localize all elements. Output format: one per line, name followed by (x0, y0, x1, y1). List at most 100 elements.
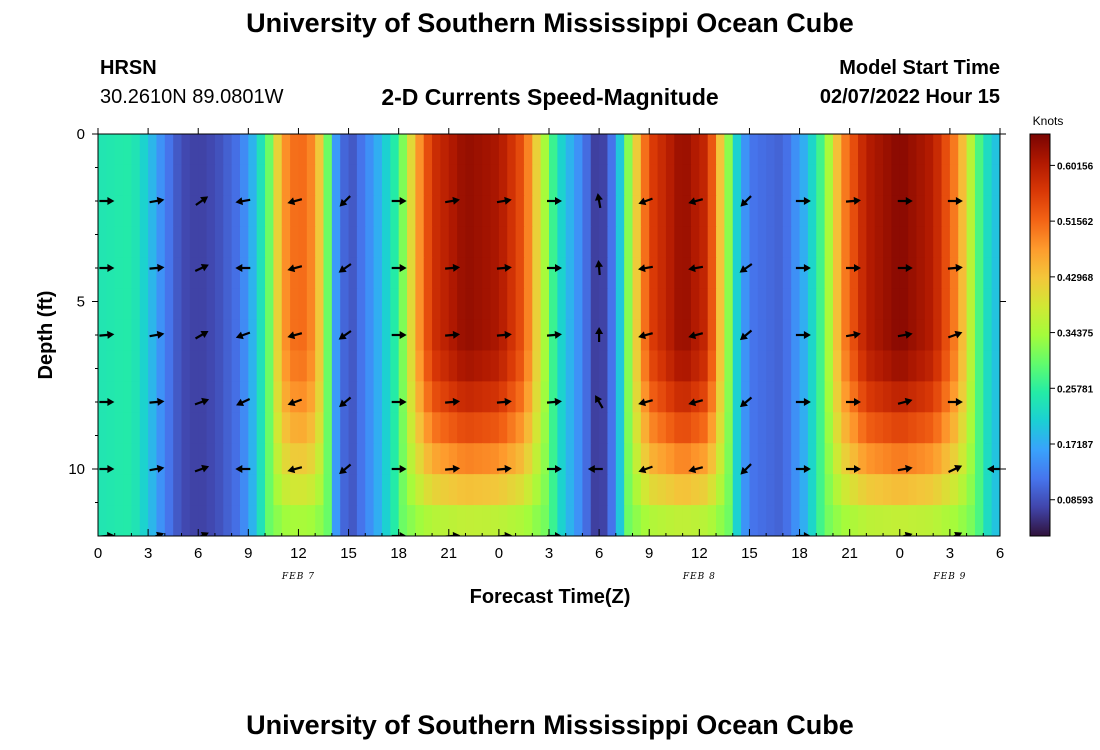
heatmap-cell (883, 319, 893, 352)
heatmap-cell (674, 257, 684, 290)
colorbar-bar (1029, 133, 1051, 537)
heatmap-cell (958, 443, 968, 475)
heatmap-cell (198, 474, 208, 506)
heatmap-cell (774, 505, 784, 536)
heatmap-cell (883, 505, 893, 536)
heatmap-cell (891, 319, 901, 352)
heatmap-cell (858, 505, 867, 536)
heatmap-cell (390, 164, 400, 197)
current-arrow (688, 398, 704, 407)
heatmap-cell (590, 164, 600, 197)
current-arrow (391, 398, 407, 406)
heatmap-cell (106, 443, 116, 475)
heatmap-cell (114, 350, 124, 382)
heatmap-cell (866, 134, 876, 166)
heatmap-cell (265, 443, 274, 475)
heatmap-cell (582, 350, 592, 382)
heatmap-cell (189, 195, 199, 228)
heatmap-cell (582, 412, 592, 444)
heatmap-cell (290, 505, 300, 536)
heatmap-cell (148, 381, 158, 413)
heatmap-cell (281, 412, 291, 444)
heatmap-cell (707, 474, 717, 506)
heatmap-cell (290, 474, 300, 506)
heatmap-cell (774, 443, 784, 475)
heatmap-cell (565, 257, 575, 290)
heatmap-cell (749, 350, 759, 382)
heatmap-cell (498, 288, 508, 321)
heatmap-cell (281, 350, 291, 382)
heatmap-cell (966, 474, 976, 506)
heatmap-cell (665, 195, 675, 228)
heatmap-cell (774, 257, 784, 290)
heatmap-cell (732, 288, 742, 321)
heatmap-cell (381, 226, 391, 259)
heatmap-cell (974, 226, 984, 259)
heatmap-cell (214, 257, 224, 290)
current-arrow (547, 197, 562, 205)
heatmap-cell (624, 164, 634, 197)
heatmap-cell (883, 443, 893, 475)
heatmap-cell (265, 195, 274, 228)
heatmap-cell (649, 134, 659, 166)
heatmap-cell (908, 474, 918, 506)
heatmap-cell (440, 288, 450, 321)
arrow-head (638, 331, 646, 340)
heatmap-cell (440, 134, 450, 166)
heatmap-cell (189, 226, 199, 259)
heatmap-cell (557, 412, 567, 444)
heatmap-cell (766, 412, 776, 444)
arrow-head (452, 263, 461, 272)
heatmap-cell (640, 226, 650, 259)
heatmap-cell (423, 164, 433, 197)
heatmap-cell (941, 226, 951, 259)
heatmap-cell (716, 350, 725, 382)
heatmap-cell (682, 319, 692, 352)
heatmap-cell (883, 381, 893, 413)
heatmap-cell (298, 319, 308, 352)
heatmap-cell (265, 474, 274, 506)
heatmap-cell (290, 381, 300, 413)
heatmap-cell (757, 381, 767, 413)
heatmap-cell (407, 381, 416, 413)
heatmap-cell (832, 164, 842, 197)
heatmap-cell (164, 164, 174, 197)
heatmap-cell (532, 443, 542, 475)
heatmap-cell (824, 134, 834, 166)
arrow-head (854, 264, 861, 272)
heatmap-cell (716, 412, 725, 444)
heatmap-cell (824, 474, 834, 506)
heatmap-cell (749, 505, 759, 536)
heatmap-cell (148, 474, 158, 506)
heatmap-cell (256, 195, 266, 228)
heatmap-cell (799, 226, 809, 259)
heatmap-cell (791, 195, 801, 228)
heatmap-cell (423, 319, 433, 352)
current-arrow (338, 263, 352, 273)
heatmap-cell (306, 474, 316, 506)
current-arrow (638, 465, 653, 474)
y-axis-label: Depth (ft) (35, 291, 57, 380)
heatmap-cell (724, 381, 734, 413)
heatmap-cell (323, 443, 333, 475)
heatmap-cell (189, 257, 199, 290)
arrow-head (638, 398, 646, 407)
arrow-head (338, 265, 347, 273)
heatmap-cell (173, 226, 183, 259)
heatmap-cell (574, 474, 584, 506)
heatmap-cell (724, 288, 734, 321)
heatmap-cell (665, 474, 675, 506)
heatmap-cell (306, 257, 316, 290)
heatmap-cell (532, 319, 542, 352)
heatmap-cell (173, 505, 183, 536)
heatmap-cell (315, 164, 325, 197)
current-arrow (287, 197, 303, 206)
heatmap-cell (958, 381, 968, 413)
heatmap-cell (916, 443, 926, 475)
heatmap-cell (331, 474, 341, 506)
heatmap-cell (265, 257, 274, 290)
x-tick-label: 18 (390, 545, 407, 562)
heatmap-cell (632, 474, 642, 506)
heatmap-cell (490, 381, 500, 413)
heatmap-cell (782, 319, 792, 352)
